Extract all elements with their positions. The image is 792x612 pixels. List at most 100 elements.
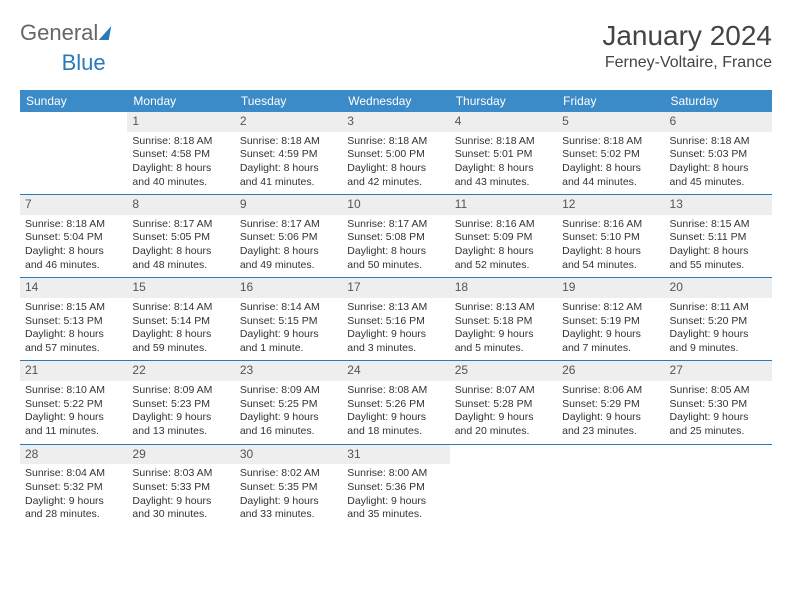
day-detail-line: Daylight: 9 hours <box>455 411 552 425</box>
day-detail-line: and 41 minutes. <box>240 176 337 190</box>
day-details: Sunrise: 8:17 AMSunset: 5:05 PMDaylight:… <box>127 215 234 278</box>
day-number: 21 <box>20 361 127 381</box>
day-cell: 25Sunrise: 8:07 AMSunset: 5:28 PMDayligh… <box>450 361 557 443</box>
day-cell: 2Sunrise: 8:18 AMSunset: 4:59 PMDaylight… <box>235 112 342 194</box>
day-detail-line: Sunset: 5:25 PM <box>240 398 337 412</box>
day-details: Sunrise: 8:14 AMSunset: 5:14 PMDaylight:… <box>127 298 234 361</box>
day-cell <box>557 445 664 527</box>
week-row: 28Sunrise: 8:04 AMSunset: 5:32 PMDayligh… <box>20 445 772 527</box>
day-detail-line: Sunset: 5:01 PM <box>455 148 552 162</box>
day-details: Sunrise: 8:13 AMSunset: 5:16 PMDaylight:… <box>342 298 449 361</box>
day-detail-line: Sunset: 5:04 PM <box>25 231 122 245</box>
day-detail-line: Sunrise: 8:00 AM <box>347 467 444 481</box>
day-number: 18 <box>450 278 557 298</box>
day-details: Sunrise: 8:15 AMSunset: 5:11 PMDaylight:… <box>665 215 772 278</box>
day-number: 24 <box>342 361 449 381</box>
day-number: 17 <box>342 278 449 298</box>
day-details: Sunrise: 8:13 AMSunset: 5:18 PMDaylight:… <box>450 298 557 361</box>
day-detail-line: Sunrise: 8:02 AM <box>240 467 337 481</box>
day-detail-line: Daylight: 9 hours <box>670 411 767 425</box>
day-detail-line: Daylight: 8 hours <box>347 162 444 176</box>
day-detail-line: Sunset: 5:33 PM <box>132 481 229 495</box>
day-detail-line: Daylight: 8 hours <box>347 245 444 259</box>
day-detail-line: and 33 minutes. <box>240 508 337 522</box>
day-cell: 11Sunrise: 8:16 AMSunset: 5:09 PMDayligh… <box>450 195 557 277</box>
day-detail-line: Sunrise: 8:03 AM <box>132 467 229 481</box>
day-detail-line: Daylight: 9 hours <box>132 495 229 509</box>
day-detail-line: and 9 minutes. <box>670 342 767 356</box>
day-details: Sunrise: 8:00 AMSunset: 5:36 PMDaylight:… <box>342 464 449 527</box>
day-detail-line: Sunrise: 8:06 AM <box>562 384 659 398</box>
day-details: Sunrise: 8:15 AMSunset: 5:13 PMDaylight:… <box>20 298 127 361</box>
day-detail-line: Daylight: 9 hours <box>25 411 122 425</box>
day-number: 26 <box>557 361 664 381</box>
day-detail-line: Sunset: 5:09 PM <box>455 231 552 245</box>
day-number: 4 <box>450 112 557 132</box>
day-cell: 17Sunrise: 8:13 AMSunset: 5:16 PMDayligh… <box>342 278 449 360</box>
day-detail-line: Daylight: 9 hours <box>670 328 767 342</box>
day-detail-line: Daylight: 8 hours <box>562 162 659 176</box>
calendar: SundayMondayTuesdayWednesdayThursdayFrid… <box>20 90 772 527</box>
day-detail-line: Sunrise: 8:18 AM <box>670 135 767 149</box>
day-cell: 14Sunrise: 8:15 AMSunset: 5:13 PMDayligh… <box>20 278 127 360</box>
day-details: Sunrise: 8:17 AMSunset: 5:06 PMDaylight:… <box>235 215 342 278</box>
day-detail-line: Sunset: 4:59 PM <box>240 148 337 162</box>
day-number: 5 <box>557 112 664 132</box>
day-detail-line: Daylight: 9 hours <box>25 495 122 509</box>
day-details: Sunrise: 8:05 AMSunset: 5:30 PMDaylight:… <box>665 381 772 444</box>
day-detail-line: and 30 minutes. <box>132 508 229 522</box>
day-detail-line: and 5 minutes. <box>455 342 552 356</box>
day-number: 13 <box>665 195 772 215</box>
day-detail-line: Sunrise: 8:16 AM <box>562 218 659 232</box>
day-detail-line: Sunrise: 8:15 AM <box>25 301 122 315</box>
day-number: 9 <box>235 195 342 215</box>
day-cell: 29Sunrise: 8:03 AMSunset: 5:33 PMDayligh… <box>127 445 234 527</box>
day-details: Sunrise: 8:03 AMSunset: 5:33 PMDaylight:… <box>127 464 234 527</box>
day-detail-line: Sunrise: 8:04 AM <box>25 467 122 481</box>
weekday-header: Friday <box>557 90 664 112</box>
day-number: 10 <box>342 195 449 215</box>
day-detail-line: Daylight: 8 hours <box>562 245 659 259</box>
day-details: Sunrise: 8:07 AMSunset: 5:28 PMDaylight:… <box>450 381 557 444</box>
day-details: Sunrise: 8:18 AMSunset: 4:59 PMDaylight:… <box>235 132 342 195</box>
day-detail-line: Daylight: 8 hours <box>240 245 337 259</box>
day-number: 27 <box>665 361 772 381</box>
day-number: 6 <box>665 112 772 132</box>
day-number: 31 <box>342 445 449 465</box>
day-details: Sunrise: 8:18 AMSunset: 4:58 PMDaylight:… <box>127 132 234 195</box>
day-cell: 19Sunrise: 8:12 AMSunset: 5:19 PMDayligh… <box>557 278 664 360</box>
day-detail-line: Sunset: 5:22 PM <box>25 398 122 412</box>
day-detail-line: Daylight: 8 hours <box>132 328 229 342</box>
day-detail-line: Daylight: 9 hours <box>347 495 444 509</box>
day-number: 20 <box>665 278 772 298</box>
day-number: 30 <box>235 445 342 465</box>
day-detail-line: Daylight: 9 hours <box>240 411 337 425</box>
day-details: Sunrise: 8:14 AMSunset: 5:15 PMDaylight:… <box>235 298 342 361</box>
day-cell: 20Sunrise: 8:11 AMSunset: 5:20 PMDayligh… <box>665 278 772 360</box>
day-detail-line: Sunrise: 8:09 AM <box>132 384 229 398</box>
day-detail-line: Daylight: 9 hours <box>562 411 659 425</box>
day-detail-line: Sunset: 5:14 PM <box>132 315 229 329</box>
week-row: 1Sunrise: 8:18 AMSunset: 4:58 PMDaylight… <box>20 112 772 195</box>
day-cell: 31Sunrise: 8:00 AMSunset: 5:36 PMDayligh… <box>342 445 449 527</box>
day-detail-line: and 20 minutes. <box>455 425 552 439</box>
day-detail-line: Daylight: 8 hours <box>670 162 767 176</box>
day-number: 29 <box>127 445 234 465</box>
day-detail-line: Sunrise: 8:18 AM <box>132 135 229 149</box>
weekday-header: Tuesday <box>235 90 342 112</box>
day-detail-line: and 50 minutes. <box>347 259 444 273</box>
day-detail-line: Sunrise: 8:18 AM <box>25 218 122 232</box>
day-details: Sunrise: 8:04 AMSunset: 5:32 PMDaylight:… <box>20 464 127 527</box>
day-detail-line: Sunrise: 8:18 AM <box>562 135 659 149</box>
day-detail-line: Sunrise: 8:12 AM <box>562 301 659 315</box>
day-cell: 3Sunrise: 8:18 AMSunset: 5:00 PMDaylight… <box>342 112 449 194</box>
day-number: 7 <box>20 195 127 215</box>
week-row: 7 Sunrise: 8:18 AMSunset: 5:04 PM Daylight… <box>20 195 772 278</box>
day-detail-line: and 13 minutes. <box>132 425 229 439</box>
day-detail-line: Sunset: 5:15 PM <box>240 315 337 329</box>
day-detail-line: and 49 minutes. <box>240 259 337 273</box>
day-detail-line: and 16 minutes. <box>240 425 337 439</box>
day-detail-line: Sunset: 5:20 PM <box>670 315 767 329</box>
weekday-header-row: SundayMondayTuesdayWednesdayThursdayFrid… <box>20 90 772 112</box>
day-detail-line: Sunset: 5:16 PM <box>347 315 444 329</box>
